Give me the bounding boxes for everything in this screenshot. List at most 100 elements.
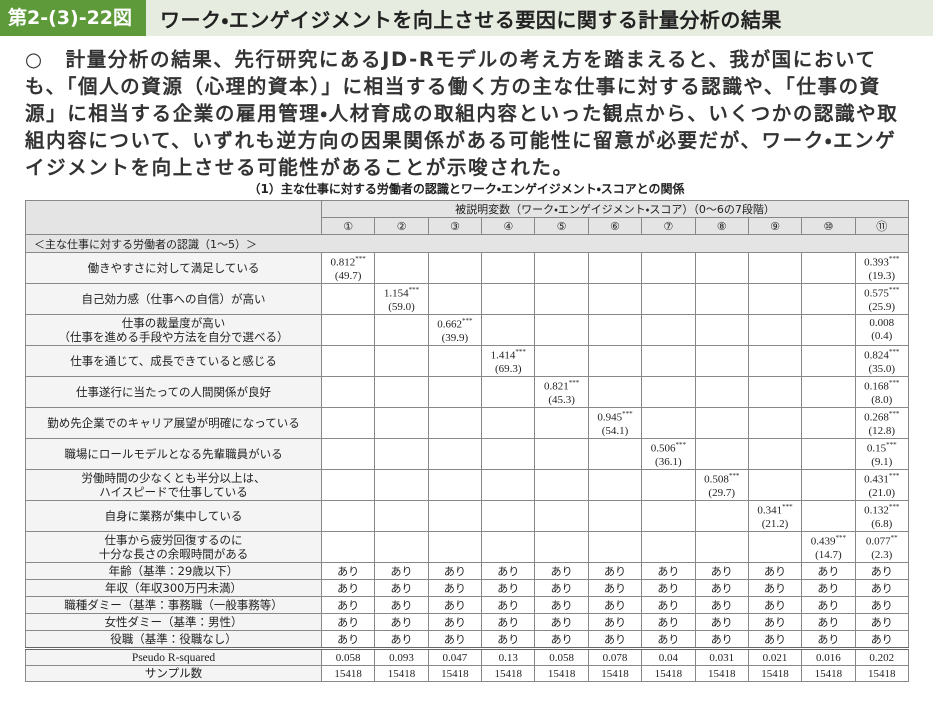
control-value: あり [534,630,589,649]
coefficient: 0.662 [437,318,463,331]
data-cell [694,500,749,532]
t-value: (45.3) [548,393,575,406]
control-value: あり [534,613,589,631]
coef-line: 0.821*** [536,378,587,394]
table-caption: （1）主な仕事に対する労働者の認識とワーク・エンゲイジメント・スコアとの関係 [248,182,685,196]
coef-line: 1.414*** [483,347,534,363]
coefficient: 1.154 [383,287,409,300]
column-number: ⑤ [534,217,589,235]
data-cell [481,314,536,346]
data-cell [801,500,856,532]
data-cell: 0.431*** (21.0) [854,469,910,501]
data-cell [694,283,749,315]
header-bar: 第2-(3)-22図 ワーク・エンゲイジメントを向上させる要因に関する計量分析の… [0,0,933,36]
t-value: (49.7) [334,269,362,282]
control-value: あり [641,562,696,580]
coef-line: 0.439*** [803,533,854,549]
data-cell [320,283,376,315]
dependent-variable: 被説明変数（ワーク・エンゲイジメント・スコア）（0～6の7段階） [321,200,909,218]
control-value: あり [374,596,429,614]
significance: *** [622,410,633,419]
data-cell [320,407,376,439]
data-cell [374,438,429,470]
control-value: あり [854,579,910,597]
data-cell [374,345,429,377]
control-row: 年齢（基準：29歳以下） あり あり あり あり あり あり あり あり あり あり あり [25,562,910,580]
table-body: 被説明変数（ワーク・エンゲイジメント・スコア）（0～6の7段階） ① ② ③ ④ ⑤ ⑥ ⑦ ⑧… [25,200,910,682]
row-label: 勤め先企業でのキャリア展望が明確になっている [25,407,322,439]
coef-line: 0.393*** [856,254,907,270]
estimate: 0.268*** (12.8) [856,409,907,438]
stat-value: 15418 [801,665,856,682]
data-cell: 1.414*** (69.3) [481,345,536,377]
data-cell [801,252,856,284]
coefficient: 0.431 [864,473,889,486]
coef-line: 0.506*** [643,440,694,456]
stat-value: 15418 [374,665,429,682]
control-row: 職種ダミー（基準：事務職（一般事務等） あり あり あり あり あり あり あり あり あり ありあ… [25,596,910,614]
t-value: (12.8) [868,424,896,437]
coef-line: 0.662*** [429,316,480,332]
data-cell [587,283,643,315]
control-value: あり [534,596,589,614]
coef-line: 0.168*** [856,378,907,394]
data-cell: 1.154*** (59.0) [374,283,429,315]
stat-value: 15418 [320,665,376,682]
coef-line: 0.341*** [749,502,800,518]
data-cell: 0.077** (2.3) [854,531,910,563]
t-value: (36.1) [655,455,682,468]
significance: *** [515,348,526,357]
t-value: (69.3) [494,362,522,375]
data-cell [587,438,643,470]
significance: *** [888,410,900,419]
stat-value: 0.13 [481,647,536,666]
data-cell [534,531,589,563]
data-cell [641,531,696,563]
data-row: 勤め先企業でのキャリア展望が明確になっている 0.945*** (54.1) 0.26… [25,407,910,439]
data-row: 仕事遂行に当たっての人間関係が良好 0.821*** (45.3) 0.168***(… [25,376,910,408]
control-value: あり [801,596,856,614]
data-cell [427,252,483,284]
control-value: あり [320,613,376,631]
data-row: 働きやすさに対して満足している 0.812*** (49.7) 0.393*** (19… [25,252,910,284]
estimate: 0.431*** (21.0) [856,471,907,500]
data-cell [534,283,589,315]
row-label: 自身に業務が集中している [25,500,322,532]
data-cell [481,469,536,501]
data-row: 仕事から疲労回復するのに 十分な長さの余暇時間がある 0.439*** (14.7)… [25,531,910,563]
data-cell [587,376,643,408]
control-value: あり [694,613,749,631]
data-cell [747,314,803,346]
data-cell [747,252,803,284]
stat-value: 0.058 [534,647,589,666]
data-cell [481,531,536,563]
estimate: 0.824*** (35.0) [856,347,907,376]
control-value: あり [694,562,749,580]
stat-value: 0.04 [641,647,696,666]
data-cell [641,469,696,501]
coefficient: 0.812 [330,256,356,269]
control-value: あり [694,630,749,649]
data-cell [427,345,483,377]
significance: *** [728,472,740,481]
data-cell [694,345,749,377]
control-value: あり [854,562,910,580]
column-number: ⑦ [641,217,696,235]
control-value: あり [427,630,483,649]
control-value: あり [747,630,803,649]
data-row: 自身に業務が集中している 0.341*** (21.2) 0.132*** (6.8) [25,500,910,532]
row-label: 仕事を通じて、成長できていると感じる [25,345,322,377]
t-value: (21.2) [761,517,789,530]
data-cell [747,438,803,470]
control-value: あり [534,562,589,580]
estimate: 0.439*** (14.7) [803,533,854,562]
control-value: あり [694,596,749,614]
control-value: あり [641,630,696,649]
stat-value: 15418 [427,665,483,682]
estimate: 0.945*** (54.1) [589,409,640,438]
data-cell [587,469,643,501]
significance: *** [888,472,900,481]
data-cell [694,314,749,346]
data-cell [587,314,643,346]
